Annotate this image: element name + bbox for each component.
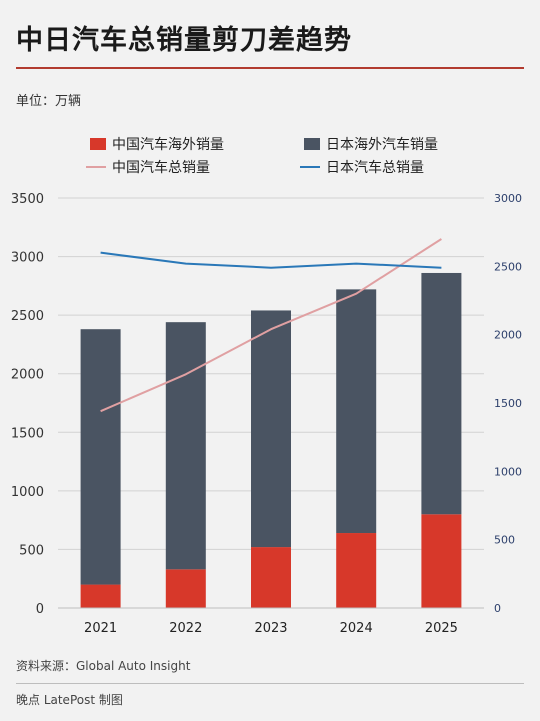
legend-label-japan-overseas: 日本海外汽车销量: [326, 137, 438, 153]
left-tick-label-7: 3500: [11, 192, 44, 207]
legend-label-china-total: 中国汽车总销量: [112, 160, 210, 176]
title-divider: [16, 67, 524, 69]
legend-label-china-overseas: 中国汽车海外销量: [112, 137, 224, 153]
chart-plot: 0 500 1000 1500 2000 2500 3000 3500 0 500 1000 1500…: [11, 192, 522, 636]
legend-swatch-china-total: [86, 166, 106, 168]
legend-swatch-japan-total: [300, 166, 320, 168]
legend-label-japan-total: 日本汽车总销量: [326, 160, 424, 176]
bar-china-overseas-2022: [165, 569, 206, 608]
right-tick-label-1: 500: [494, 534, 515, 547]
right-tick-label-4: 2000: [494, 329, 522, 342]
x-tick-label-2024: 2024: [340, 621, 373, 636]
line-china-total: [100, 238, 442, 413]
legend-item-china-total: 中国汽车总销量: [86, 157, 210, 177]
bar-japan-overseas-2022: [165, 322, 206, 570]
left-tick-label-0: 0: [36, 602, 44, 617]
right-tick-label-5: 2500: [494, 260, 522, 273]
footer-divider: [16, 683, 524, 684]
bar-japan-overseas-2023: [251, 310, 291, 548]
x-tick-label-2025: 2025: [425, 621, 458, 636]
source-note: 资料来源：Global Auto Insight: [16, 659, 191, 673]
legend-item-japan-overseas: 日本海外汽车销量: [304, 134, 438, 154]
bar-china-overseas-2024: [336, 533, 377, 608]
bar-japan-overseas-2025: [421, 272, 462, 515]
left-tick-label-3: 1500: [11, 426, 44, 441]
legend-swatch-japan-overseas: [304, 138, 320, 150]
line-japan-total: [100, 251, 442, 269]
legend-swatch-china-overseas: [90, 138, 106, 150]
bar-china-overseas-2021: [80, 584, 121, 608]
credit-note: 晚点 LatePost 制图: [16, 693, 123, 707]
left-tick-label-6: 3000: [11, 251, 44, 266]
left-tick-label-5: 2500: [11, 309, 44, 324]
legend-item-japan-total: 日本汽车总销量: [300, 157, 424, 177]
x-tick-label-2023: 2023: [254, 621, 287, 636]
bar-japan-overseas-2024: [336, 289, 377, 534]
x-tick-label-2021: 2021: [84, 621, 117, 636]
chart-title: 中日汽车总销量剪刀差趋势: [16, 25, 352, 56]
bar-japan-overseas-2021: [80, 329, 121, 585]
bar-china-overseas-2025: [421, 514, 462, 608]
legend: 中国汽车海外销量 日本海外汽车销量 中国汽车总销量 日本汽车总销量: [0, 130, 540, 180]
right-tick-label-6: 3000: [494, 192, 522, 205]
left-tick-label-1: 500: [19, 543, 44, 558]
left-tick-label-2: 1000: [11, 485, 44, 500]
right-tick-label-2: 1000: [494, 465, 522, 478]
right-tick-label-3: 1500: [494, 397, 522, 410]
bar-china-overseas-2023: [251, 547, 291, 608]
legend-item-china-overseas: 中国汽车海外销量: [90, 134, 224, 154]
unit-label: 单位：万辆: [16, 94, 82, 109]
right-tick-label-0: 0: [494, 602, 501, 615]
x-tick-label-2022: 2022: [169, 621, 202, 636]
left-tick-label-4: 2000: [11, 368, 44, 383]
